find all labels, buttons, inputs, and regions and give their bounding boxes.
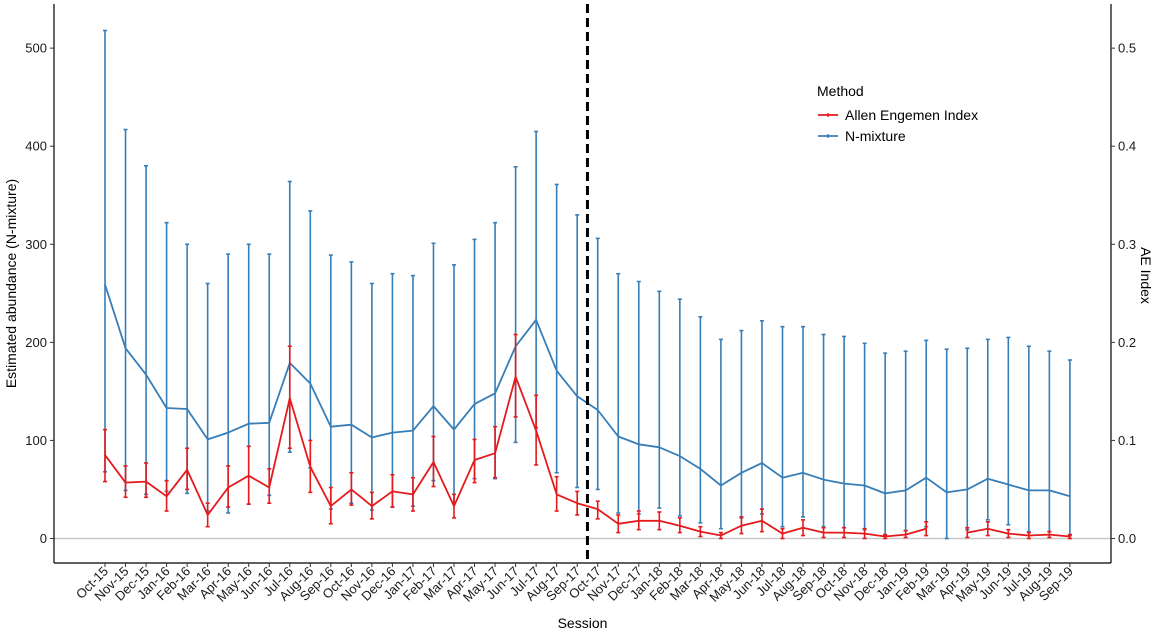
y-axis-title-right: AE Index [1138, 247, 1154, 304]
y-tick-label-left: 200 [25, 335, 47, 350]
series-allen-engemen-index [103, 333, 1072, 540]
series-line [104, 375, 927, 538]
y-tick-label-left: 500 [25, 41, 47, 56]
y-axis-title-left: Estimated abundance (N-mixture) [3, 179, 19, 388]
y-tick-label-left: 100 [25, 433, 47, 448]
y-tick-label-right: 0.1 [1118, 433, 1136, 448]
legend-label: Allen Engemen Index [845, 107, 978, 123]
y-tick-label-left: 0 [40, 531, 47, 546]
legend-title: Method [817, 83, 864, 99]
y-tick-label-left: 300 [25, 237, 47, 252]
legend-label: N-mixture [845, 128, 906, 144]
y-tick-label-left: 400 [25, 139, 47, 154]
y-tick-label-right: 0.5 [1118, 41, 1136, 56]
y-tick-label-right: 0.0 [1118, 531, 1136, 546]
legend: Method Allen Engemen Index N-mixture [817, 83, 978, 144]
y-tick-label-right: 0.3 [1118, 237, 1136, 252]
x-axis-title: Session [558, 615, 608, 631]
y-tick-label-right: 0.2 [1118, 335, 1136, 350]
y-tick-label-right: 0.4 [1118, 139, 1136, 154]
plot-area [54, 4, 1111, 563]
axes: 01002003004005000.00.10.20.30.40.5Oct-15… [25, 4, 1136, 605]
legend-items: Allen Engemen Index N-mixture [818, 107, 978, 144]
series-line [967, 527, 1070, 538]
